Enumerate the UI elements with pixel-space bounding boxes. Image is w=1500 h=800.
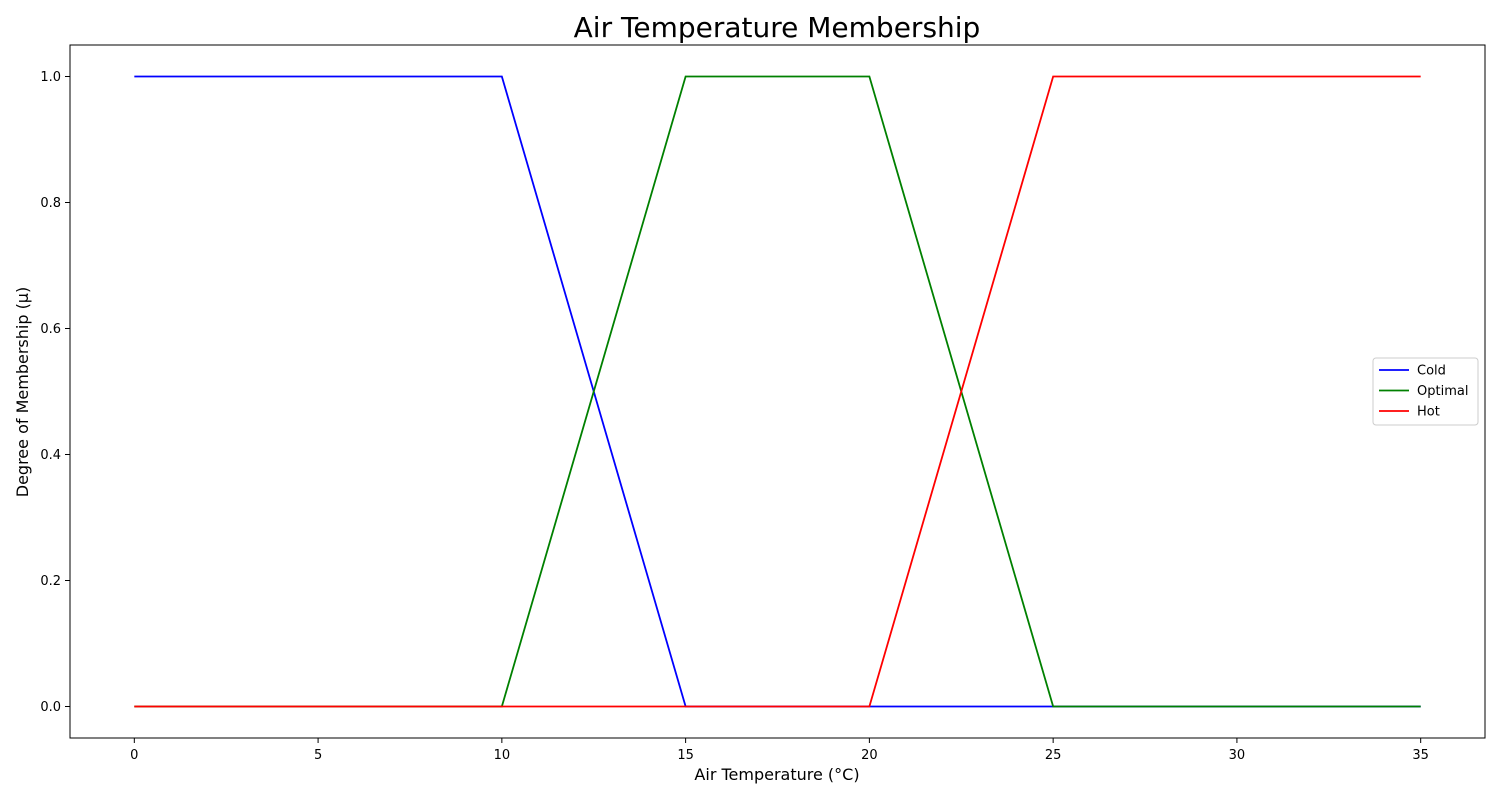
y-tick-label: 0.0 (40, 700, 61, 715)
x-tick-label: 0 (130, 748, 138, 763)
legend: Cold Optimal Hot (1373, 358, 1478, 425)
x-tick-label: 25 (1045, 748, 1062, 763)
x-axis-label: Air Temperature (°C) (694, 765, 859, 784)
y-tick-label: 0.8 (40, 196, 61, 211)
y-tick-label: 1.0 (40, 70, 61, 85)
x-tick-label: 30 (1229, 748, 1246, 763)
y-tick-label: 0.2 (40, 574, 61, 589)
x-tick-label: 35 (1412, 748, 1429, 763)
y-tick-label: 0.6 (40, 322, 61, 337)
series-line-hot (134, 77, 1420, 707)
x-tick-label: 5 (314, 748, 322, 763)
x-tick-label: 15 (677, 748, 694, 763)
plot-frame (70, 45, 1485, 738)
y-tick-label: 0.4 (40, 448, 61, 463)
plot-area: 0 5 10 15 20 25 30 35 0.0 0.2 0.4 0.6 0.8 1.0 (40, 45, 1485, 763)
legend-label-optimal: Optimal (1417, 384, 1468, 399)
legend-label-hot: Hot (1417, 405, 1440, 420)
y-axis-label: Degree of Membership (µ) (13, 287, 32, 497)
legend-label-cold: Cold (1417, 364, 1446, 379)
chart-title: Air Temperature Membership (574, 11, 981, 44)
x-tick-label: 10 (494, 748, 511, 763)
series-line-cold (134, 77, 1420, 707)
x-tick-label: 20 (861, 748, 878, 763)
series-line-optimal (134, 77, 1420, 707)
